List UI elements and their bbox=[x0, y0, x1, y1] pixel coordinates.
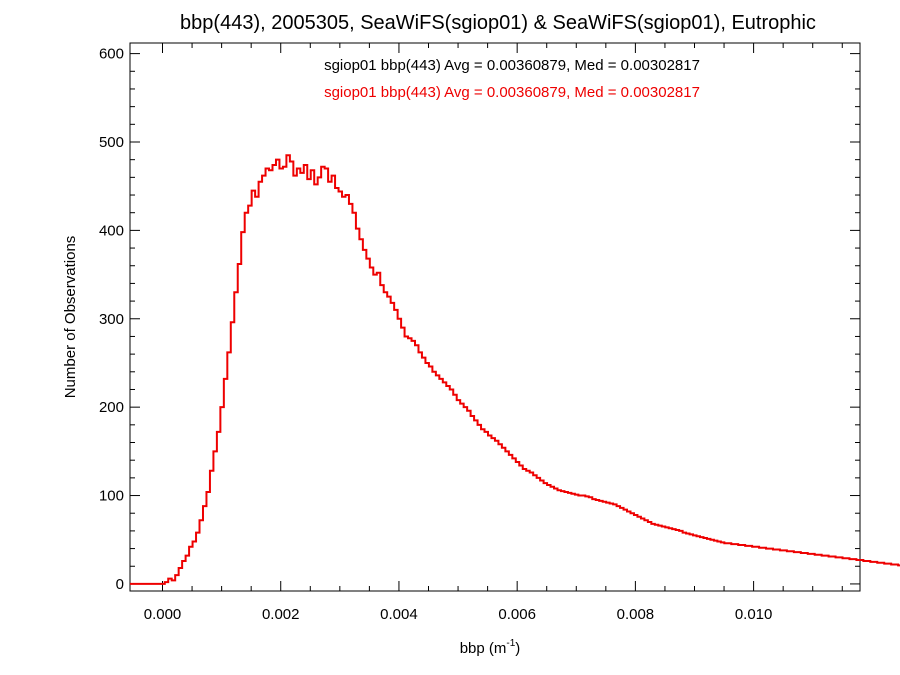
x-tick-label: 0.008 bbox=[617, 606, 655, 623]
x-axis-label-close: ) bbox=[515, 640, 520, 657]
x-axis-label-main: bbp (m bbox=[460, 640, 507, 657]
x-axis-label: bbp (m-1) bbox=[460, 638, 521, 657]
plot-frame bbox=[129, 42, 861, 592]
x-tick-label: 0.006 bbox=[498, 606, 536, 623]
x-tick-label: 0.010 bbox=[735, 606, 773, 623]
y-tick-label: 200 bbox=[99, 399, 124, 416]
y-axis-label: Number of Observations bbox=[62, 236, 79, 399]
x-tick-label: 0.000 bbox=[144, 606, 182, 623]
legend-entry-red: sgiop01 bbp(443) Avg = 0.00360879, Med =… bbox=[324, 84, 700, 101]
x-tick-label: 0.004 bbox=[380, 606, 418, 623]
y-tick-label: 0 bbox=[116, 576, 124, 593]
series-1-step-line bbox=[130, 154, 900, 585]
x-axis-label-superscript: -1 bbox=[506, 638, 515, 649]
y-tick-label: 300 bbox=[99, 311, 124, 328]
plot-area: 0.000 0.002 0.004 0.006 0.008 0.010 0 100 200 300… bbox=[99, 42, 900, 623]
chart-title: bbp(443), 2005305, SeaWiFS(sgiop01) & Se… bbox=[180, 12, 816, 34]
y-tick-label: 100 bbox=[99, 488, 124, 505]
legend-entry-black: sgiop01 bbp(443) Avg = 0.00360879, Med =… bbox=[324, 57, 700, 74]
x-tick-label: 0.002 bbox=[262, 606, 300, 623]
y-tick-label: 600 bbox=[99, 46, 124, 63]
y-tick-label: 400 bbox=[99, 222, 124, 239]
y-tick-label: 500 bbox=[99, 134, 124, 151]
